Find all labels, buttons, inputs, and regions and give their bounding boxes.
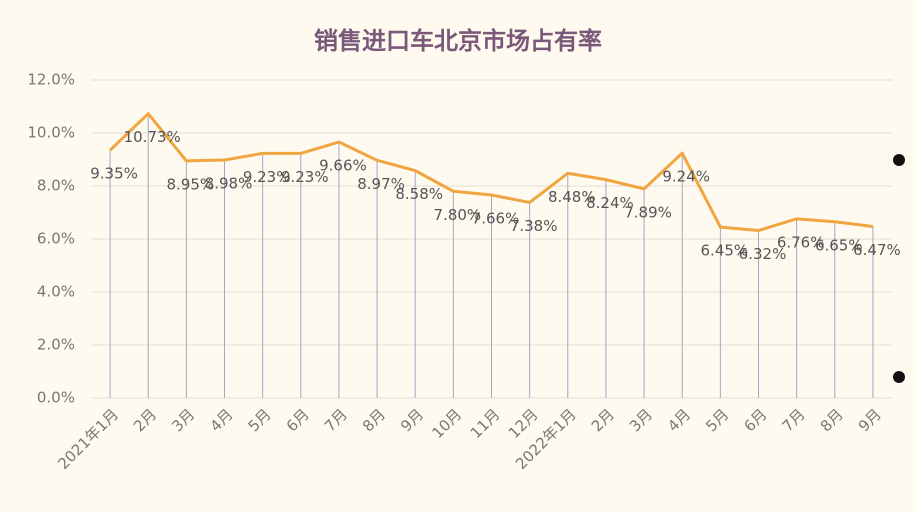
- data-label: 7.38%: [510, 217, 558, 235]
- decoration-dot: [893, 154, 905, 166]
- data-label: 9.66%: [319, 157, 367, 175]
- data-label: 7.66%: [472, 210, 520, 228]
- y-tick-label: 12.0%: [27, 71, 75, 89]
- data-label: 6.47%: [853, 241, 901, 259]
- data-label: 8.24%: [586, 194, 634, 212]
- data-label: 7.89%: [624, 203, 672, 221]
- data-label: 7.80%: [434, 206, 482, 224]
- y-tick-label: 8.0%: [37, 177, 75, 195]
- y-tick-label: 4.0%: [37, 283, 75, 301]
- data-label: 8.58%: [395, 185, 443, 203]
- data-label: 9.23%: [281, 168, 329, 186]
- y-tick-label: 0.0%: [37, 389, 75, 407]
- data-label: 8.48%: [548, 188, 596, 206]
- data-label: 9.35%: [90, 165, 138, 183]
- chart-title: 销售进口车北京市场占有率: [314, 27, 602, 55]
- data-label: 9.24%: [662, 168, 710, 186]
- data-label: 6.45%: [701, 242, 749, 260]
- decoration-dot: [893, 371, 905, 383]
- y-tick-label: 2.0%: [37, 336, 75, 354]
- data-label: 8.98%: [205, 175, 253, 193]
- data-label: 6.76%: [777, 233, 825, 251]
- y-tick-label: 10.0%: [27, 124, 75, 142]
- data-label: 6.65%: [815, 236, 863, 254]
- data-label: 8.95%: [167, 175, 215, 193]
- data-label: 6.32%: [739, 245, 787, 263]
- data-label: 10.73%: [124, 128, 181, 146]
- y-tick-label: 6.0%: [37, 230, 75, 248]
- data-line: [109, 112, 874, 233]
- data-label: 8.97%: [357, 175, 405, 193]
- data-label: 9.23%: [243, 168, 291, 186]
